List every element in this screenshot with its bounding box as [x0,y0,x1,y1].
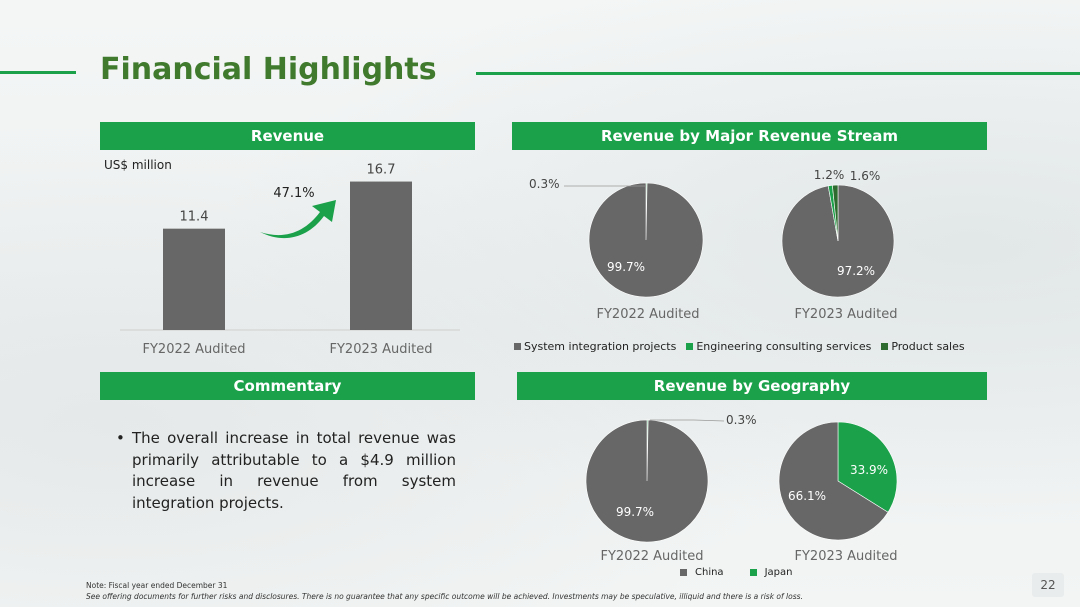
stream-fy23-label-product: 1.6% [850,169,881,183]
title-rule-right [476,72,1080,75]
page-title: Financial Highlights [100,52,437,87]
commentary-bullet: • [116,429,125,447]
geo-fy23-china-label: 66.1% [788,489,826,503]
stream-fy22-main-label: 99.7% [607,260,645,274]
title-rule-left [0,71,76,74]
commentary-text: The overall increase in total revenue wa… [132,429,456,512]
geo-legend: China Japan [680,567,792,578]
pie-slice [832,184,839,242]
geo-fy23-japan-label: 33.9% [850,463,888,477]
legend-item-system-integration: System integration projects [514,340,676,353]
geo-fy22-main-label: 99.7% [616,505,654,519]
stream-fy23-label-engineering: 1.2% [814,168,845,182]
stream-fy23-main-label: 97.2% [837,264,875,278]
pie-slice [837,421,898,513]
geography-pie-charts: 0.3% 99.7% 33.9% 66.1% FY2022 Audited FY… [585,413,898,564]
revenue-bar [350,181,412,330]
pie-slice [585,419,709,543]
legend-swatch-gray [680,569,687,576]
legend-label: Engineering consulting services [696,340,872,353]
legend-swatch-dark-green [881,343,889,350]
revenue-bar-category-label: FY2023 Audited [330,342,433,357]
stream-fy22-axis-label: FY2022 Audited [597,307,700,322]
stream-pie-charts: 0.3% 99.7% 1.2% 1.6% 97.2% FY2022 Audite… [529,168,898,322]
revenue-bar-chart: 11.4 FY2022 Audited 16.7 FY2023 Audited 47.… [120,163,460,357]
legend-label: China [695,567,724,578]
commentary-block: • The overall increase in total revenue … [116,428,456,514]
legend-label: System integration projects [524,340,677,353]
legend-swatch-gray [514,343,521,350]
revenue-bar-value-label: 16.7 [367,163,396,178]
revenue-bar-category-label: FY2022 Audited [143,342,246,357]
growth-arrow-icon [260,200,336,239]
footer-disclaimer: See offering documents for further risks… [86,592,803,601]
footer-note: Note: Fiscal year ended December 31 [86,581,228,590]
legend-swatch-green [749,569,757,576]
geo-leader-line [650,419,725,422]
section-commentary-header: Commentary [100,372,475,400]
legend-item-china: China [680,567,724,578]
geo-fy22-small-label: 0.3% [726,413,757,427]
geo-fy23-axis-label: FY2023 Audited [795,549,898,564]
stream-legend: System integration projects Engineering … [514,340,984,353]
legend-label: Product sales [891,340,965,353]
growth-label: 47.1% [273,186,314,201]
section-geography-header: Revenue by Geography [517,372,987,400]
section-stream-header: Revenue by Major Revenue Stream [512,122,987,150]
legend-item-engineering: Engineering consulting services [686,340,871,353]
legend-label: Japan [764,567,793,578]
legend-item-japan: Japan [749,567,793,578]
legend-swatch-green [686,343,694,350]
revenue-bar [163,228,225,330]
pie-slice [588,182,704,298]
pie-slice [778,421,889,541]
geo-fy22-axis-label: FY2022 Audited [601,549,704,564]
revenue-bar-value-label: 11.4 [180,210,209,225]
stream-fy22-small-label: 0.3% [529,177,560,191]
revenue-unit-label: US$ million [104,158,172,172]
section-revenue-header: Revenue [100,122,475,150]
stream-fy23-axis-label: FY2023 Audited [795,307,898,322]
legend-item-product-sales: Product sales [881,340,965,353]
page-number: 22 [1032,573,1064,597]
